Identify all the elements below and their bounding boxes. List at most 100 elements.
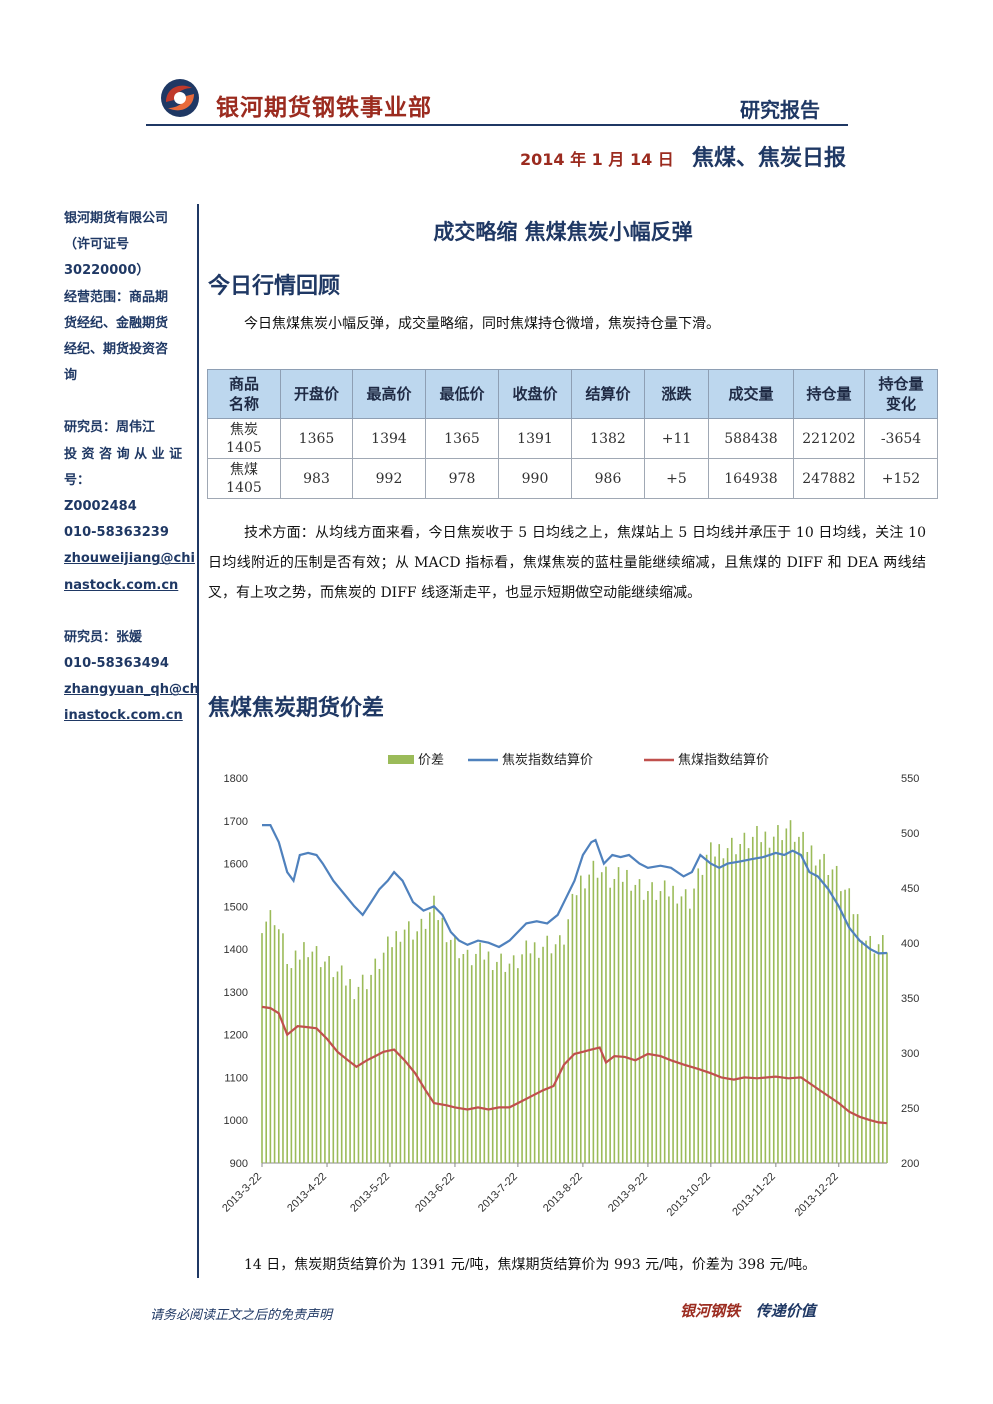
spread-bar	[873, 953, 876, 1163]
x-tick-label: 2013-8-22	[541, 1171, 585, 1215]
spread-bar	[496, 961, 498, 1163]
spread-bar	[328, 956, 330, 1163]
y-left-tick-label: 1000	[224, 1115, 248, 1127]
table-cell: 247882	[793, 458, 865, 499]
x-tick-label: 2013-3-22	[220, 1171, 264, 1215]
coal-series-line	[261, 1005, 888, 1125]
x-tick-label: 2013-12-22	[793, 1171, 841, 1219]
table-cell: 1365	[425, 418, 499, 459]
col-header: 最高价	[352, 369, 426, 419]
y-right-tick-label: 250	[901, 1103, 919, 1115]
company-logo	[161, 79, 199, 117]
spread-bar	[303, 942, 305, 1163]
sidebar-line: 经营范围：商品期	[64, 289, 169, 305]
y-left-tick-label: 1200	[224, 1030, 248, 1042]
spread-bar	[521, 954, 523, 1163]
spread-bar	[475, 953, 477, 1163]
legend-swatch	[388, 755, 414, 764]
spread-bar	[802, 831, 804, 1163]
legend-label: 焦煤指数结算价	[678, 753, 769, 768]
sidebar-line: 30220000）	[64, 263, 150, 279]
spread-bar	[701, 874, 704, 1163]
spread-bar	[722, 858, 725, 1163]
spread-bar	[265, 921, 267, 1163]
spread-bar	[428, 912, 431, 1163]
sidebar-line: （许可证号	[64, 237, 130, 253]
spread-bar	[336, 971, 339, 1163]
spread-bar	[424, 928, 427, 1163]
legend-label: 价差	[418, 753, 444, 768]
spread-bar	[416, 931, 419, 1163]
y-right-tick-label: 350	[901, 993, 919, 1005]
spread-bar	[777, 825, 779, 1163]
researcher2-email[interactable]: zhangyuan_qh@ch	[64, 682, 199, 698]
spread-bar	[517, 968, 519, 1163]
spread-bar	[621, 881, 624, 1163]
spread-bar	[319, 967, 322, 1163]
spread-bar	[378, 968, 381, 1163]
spread-bar	[290, 968, 293, 1163]
table-cell: 588438	[708, 418, 794, 459]
spread-bar	[408, 921, 410, 1163]
spread-bar	[852, 914, 855, 1163]
spread-bar	[433, 895, 435, 1163]
spread-bar	[445, 942, 448, 1163]
table-cell: -3654	[864, 418, 938, 459]
table-cell: 221202	[793, 418, 865, 459]
spread-bar	[529, 953, 532, 1163]
spread-bar	[672, 885, 674, 1163]
sidebar-line: 经纪、期货投资咨	[64, 342, 169, 358]
spread-bar	[441, 917, 444, 1163]
x-tick-label: 2013-11-22	[730, 1171, 778, 1219]
table-cell: 1394	[352, 418, 426, 459]
spread-bar	[718, 844, 721, 1163]
spread-bar	[693, 888, 695, 1163]
spread-bar	[760, 842, 762, 1163]
spread-bar	[647, 891, 649, 1163]
spread-bar	[739, 844, 741, 1163]
sidebar-line: 货经纪、金融期货	[64, 315, 169, 331]
spread-bar	[735, 854, 737, 1163]
col-header: 涨跌	[644, 369, 709, 419]
spread-bar	[810, 845, 813, 1163]
spread-bar	[756, 825, 758, 1163]
spread-bar	[886, 952, 888, 1163]
spread-bar	[491, 970, 494, 1163]
slogan-part: 传递价值	[755, 1302, 816, 1320]
intro-paragraph: 今日焦煤焦炭小幅反弹，成交量略缩，同时焦煤持仓微增，焦炭持仓量下滑。	[244, 316, 720, 332]
spread-bar	[651, 882, 653, 1163]
researcher1-email[interactable]: zhouweijiang@chi	[64, 551, 195, 567]
spread-bar	[454, 935, 456, 1163]
table-header-row: 商品 名称 开盘价 最高价 最低价 收盘价 结算价 涨跌 成交量 持仓量 持仓量变…	[207, 369, 938, 419]
spread-bar	[315, 946, 318, 1163]
table-cell: 164938	[708, 458, 794, 499]
spread-bar	[634, 884, 637, 1163]
x-tick-label: 2013-6-22	[413, 1171, 457, 1215]
spread-bar	[479, 942, 481, 1163]
spread-bar	[399, 941, 402, 1163]
spread-bar	[865, 940, 867, 1163]
table-cell: 992	[352, 458, 426, 499]
spread-bar	[269, 910, 272, 1163]
technical-paragraph: 技术方面：从均线方面来看，今日焦炭收于 5 日均线之上，焦煤站上 5 日均线并承…	[208, 525, 926, 601]
researcher1-license: 投 资 咨 询 从 业 证	[64, 446, 183, 462]
spread-bar	[772, 836, 775, 1163]
table-cell: 986	[571, 458, 645, 499]
researcher2-email[interactable]: inastock.com.cn	[64, 708, 183, 724]
spread-bar	[882, 935, 884, 1163]
spread-bar	[659, 891, 662, 1163]
col-header: 持仓量 变化	[864, 369, 938, 419]
disclaimer-note: 请务必阅读正文之后的免责声明	[150, 1308, 333, 1323]
researcher1-email[interactable]: nastock.com.cn	[64, 577, 179, 593]
spread-bar	[743, 832, 746, 1163]
table-cell: 1391	[498, 418, 572, 459]
col-header: 最低价	[425, 369, 499, 419]
x-tick-label: 2013-4-22	[285, 1171, 329, 1215]
spread-bar	[261, 933, 263, 1163]
legend-label: 焦炭指数结算价	[502, 753, 593, 768]
spread-bar	[462, 954, 465, 1163]
spread-bar	[382, 952, 385, 1163]
spread-bar	[823, 853, 825, 1163]
x-tick-label: 2013-7-22	[476, 1171, 520, 1215]
spread-bar	[357, 986, 360, 1163]
